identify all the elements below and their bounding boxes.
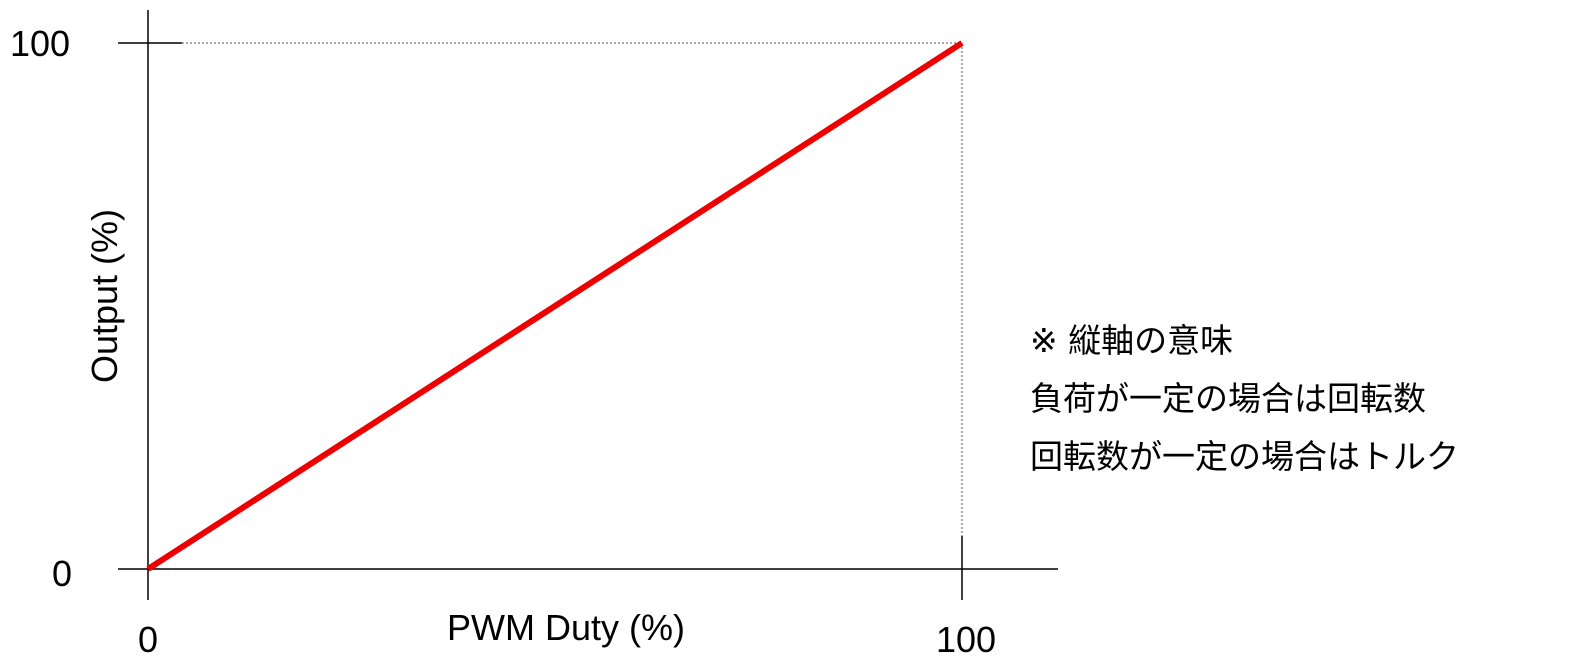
series-line (146, 40, 964, 572)
x-tick-label-100: 100 (936, 619, 996, 657)
note-line-speed-constant: 回転数が一定の場合はトルク (1030, 437, 1459, 476)
note-line-load-constant: 負荷が一定の場合は回転数 (1030, 379, 1426, 418)
y-axis-label: Output (%) (84, 209, 125, 383)
note-title: ※ 縦軸の意味 (1030, 321, 1234, 360)
x-axis-label: PWM Duty (%) (447, 607, 685, 648)
y-tick-label-0: 0 (52, 553, 72, 594)
axis-meaning-note: ※ 縦軸の意味 負荷が一定の場合は回転数 回転数が一定の場合はトルク (1030, 312, 1459, 486)
y-tick-label-100: 100 (10, 23, 70, 64)
x-tick-label-0: 0 (138, 619, 158, 657)
